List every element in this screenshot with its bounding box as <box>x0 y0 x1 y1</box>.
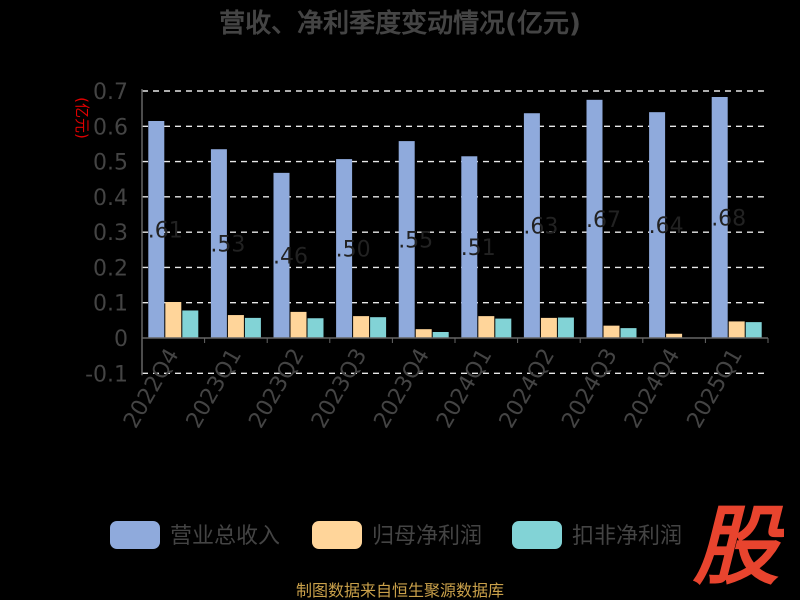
y-tick-label: 0.7 <box>93 80 128 105</box>
legend-swatch <box>512 521 562 549</box>
data-label: .53 <box>210 233 245 258</box>
x-tick-label: 2024Q3 <box>557 345 622 433</box>
bar-revenue-2025Q1 <box>711 96 728 339</box>
y-tick-labels: 0.7 0.6 0.5 0.4 0.3 0.2 0.1 0 -0.1 <box>85 80 128 387</box>
bar-deducted-net-profit-2023Q2 <box>307 318 324 338</box>
y-tick-label: 0.1 <box>93 292 128 317</box>
legend-label: 扣非净利润 <box>572 524 682 549</box>
x-tick-label: 2024Q4 <box>620 345 685 433</box>
bar-net-profit-2024Q3 <box>603 325 620 338</box>
data-label: .63 <box>523 215 558 240</box>
bar-revenue-2023Q3 <box>336 159 353 338</box>
bar-net-profit-2022Q4 <box>165 302 182 338</box>
bar-deducted-net-profit-2022Q4 <box>182 310 199 338</box>
bar-revenue-2022Q4 <box>148 120 165 338</box>
legend-swatch <box>312 521 362 549</box>
legend: 营业总收入 归母净利润 扣非净利润 <box>110 521 682 549</box>
data-label: .55 <box>398 229 433 254</box>
y-tick-label: -0.1 <box>85 362 128 387</box>
data-label: .46 <box>273 244 308 269</box>
data-label: .61 <box>148 218 183 243</box>
bar-revenue-2024Q4 <box>649 112 666 339</box>
bar-net-profit-2025Q1 <box>728 321 745 338</box>
data-labels: .61 .53 .46 .50 .55 .51 .63 .67 .64 .68 <box>148 206 746 269</box>
data-label: .51 <box>461 236 496 261</box>
watermark-glyph: 股 <box>692 498 784 588</box>
bars <box>148 96 762 339</box>
chart-title: 营收、净利季度变动情况(亿元) <box>219 8 581 39</box>
x-tick-labels: 2022Q42023Q12023Q22023Q32023Q42024Q12024… <box>119 345 748 433</box>
bar-deducted-net-profit-2024Q3 <box>620 328 637 338</box>
data-label: .50 <box>336 238 371 263</box>
legend-label: 归母净利润 <box>372 524 482 549</box>
y-tick-label: 0.2 <box>93 256 128 281</box>
watermark-logo: 股 <box>692 498 784 588</box>
bar-revenue-2024Q3 <box>586 99 603 338</box>
x-tick-label: 2024Q1 <box>432 345 497 433</box>
y-tick-label: 0.3 <box>93 221 128 246</box>
x-tick-label: 2023Q2 <box>244 345 309 433</box>
bar-net-profit-2023Q2 <box>290 311 307 338</box>
x-tick-label: 2023Q3 <box>307 345 372 433</box>
x-tick-label: 2024Q2 <box>495 345 560 433</box>
bar-deducted-net-profit-2024Q2 <box>557 317 574 338</box>
x-tick-label: 2025Q1 <box>683 345 748 433</box>
bar-revenue-2023Q4 <box>398 141 415 338</box>
bar-net-profit-2023Q1 <box>227 315 244 338</box>
legend-swatch <box>110 521 160 549</box>
bar-revenue-2024Q1 <box>461 156 478 338</box>
y-tick-label: 0 <box>114 327 128 352</box>
x-tick-label: 2023Q4 <box>370 345 435 433</box>
y-tick-label: 0.6 <box>93 115 128 140</box>
bar-net-profit-2023Q3 <box>353 316 370 338</box>
bar-deducted-net-profit-2025Q1 <box>745 322 762 338</box>
y-axis-label: (亿元) <box>73 97 91 139</box>
bar-revenue-2023Q1 <box>210 149 227 338</box>
data-label: .68 <box>711 206 746 231</box>
y-tick-label: 0.5 <box>93 151 128 176</box>
bar-net-profit-2024Q4 <box>666 333 683 338</box>
bar-deducted-net-profit-2023Q1 <box>244 317 261 338</box>
bar-net-profit-2024Q2 <box>540 317 557 338</box>
x-tick-label: 2022Q4 <box>119 345 184 433</box>
bar-net-profit-2024Q1 <box>478 316 495 338</box>
legend-label: 营业总收入 <box>170 524 280 549</box>
data-label: .67 <box>586 208 621 233</box>
x-axis <box>141 89 769 376</box>
bar-deducted-net-profit-2023Q3 <box>370 317 387 338</box>
bar-net-profit-2023Q4 <box>415 329 432 338</box>
source-footer: 制图数据来自恒生聚源数据库 <box>296 581 504 600</box>
bar-deducted-net-profit-2024Q1 <box>495 318 512 338</box>
y-tick-label: 0.4 <box>93 186 128 211</box>
bar-revenue-2023Q2 <box>273 172 290 338</box>
grid-lines <box>142 90 768 374</box>
data-label: .64 <box>649 214 684 239</box>
x-tick-label: 2023Q1 <box>182 345 247 433</box>
bar-deducted-net-profit-2023Q4 <box>432 332 449 338</box>
bar-revenue-2024Q2 <box>523 113 540 338</box>
